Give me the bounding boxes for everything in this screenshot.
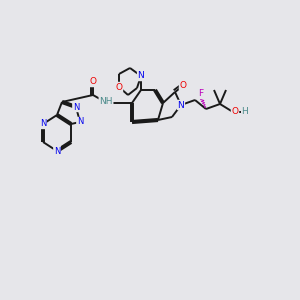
Text: N: N	[40, 119, 46, 128]
Text: F: F	[198, 89, 204, 98]
Text: N: N	[54, 146, 60, 155]
Text: N: N	[138, 71, 144, 80]
Text: O: O	[232, 107, 238, 116]
Text: O: O	[89, 77, 97, 86]
Text: N: N	[77, 118, 83, 127]
Text: N: N	[178, 100, 184, 109]
Text: O: O	[116, 82, 122, 91]
Text: N: N	[73, 103, 79, 112]
Text: H: H	[241, 106, 248, 116]
Text: O: O	[179, 82, 187, 91]
Text: NH: NH	[99, 98, 113, 106]
